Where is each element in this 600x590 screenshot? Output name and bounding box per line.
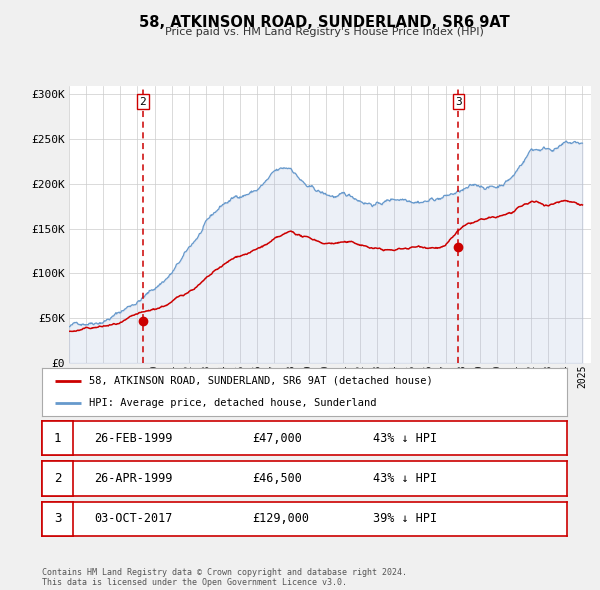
Text: 58, ATKINSON ROAD, SUNDERLAND, SR6 9AT (detached house): 58, ATKINSON ROAD, SUNDERLAND, SR6 9AT (… [89, 376, 433, 386]
Text: 26-APR-1999: 26-APR-1999 [95, 472, 173, 485]
Text: £46,500: £46,500 [252, 472, 302, 485]
Text: £47,000: £47,000 [252, 432, 302, 445]
Text: 2: 2 [54, 472, 61, 485]
Text: 43% ↓ HPI: 43% ↓ HPI [373, 472, 437, 485]
Text: Contains HM Land Registry data © Crown copyright and database right 2024.
This d: Contains HM Land Registry data © Crown c… [42, 568, 407, 587]
Text: 03-OCT-2017: 03-OCT-2017 [95, 512, 173, 525]
Text: Price paid vs. HM Land Registry's House Price Index (HPI): Price paid vs. HM Land Registry's House … [164, 27, 484, 37]
Text: 26-FEB-1999: 26-FEB-1999 [95, 432, 173, 445]
Text: 3: 3 [54, 512, 61, 525]
Text: 1: 1 [54, 432, 61, 445]
Text: HPI: Average price, detached house, Sunderland: HPI: Average price, detached house, Sund… [89, 398, 377, 408]
Text: 43% ↓ HPI: 43% ↓ HPI [373, 432, 437, 445]
Text: 3: 3 [455, 97, 462, 107]
Text: £129,000: £129,000 [252, 512, 309, 525]
Text: 39% ↓ HPI: 39% ↓ HPI [373, 512, 437, 525]
Text: 2: 2 [140, 97, 146, 107]
Text: 58, ATKINSON ROAD, SUNDERLAND, SR6 9AT: 58, ATKINSON ROAD, SUNDERLAND, SR6 9AT [139, 15, 509, 30]
